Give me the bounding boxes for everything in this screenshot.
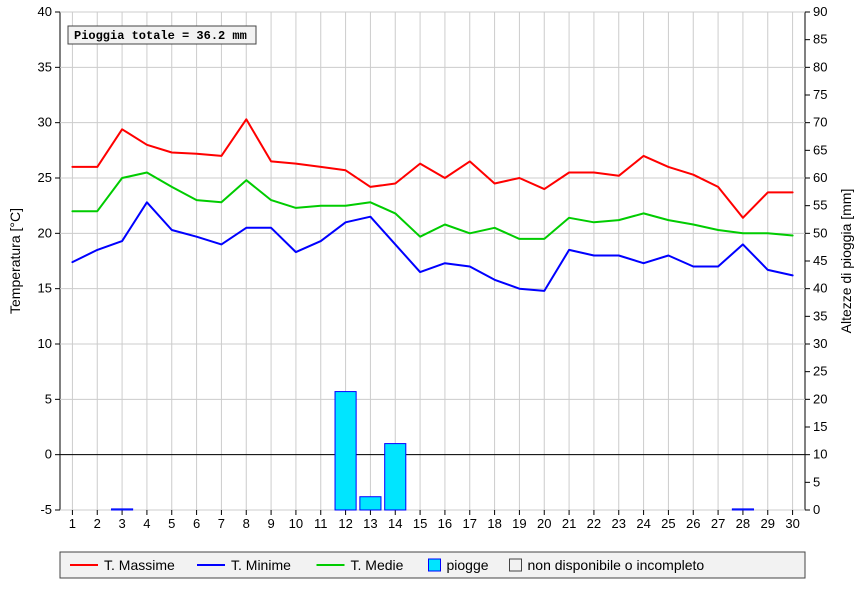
svg-text:2: 2 [94,516,101,531]
svg-text:20: 20 [537,516,551,531]
legend-label: non disponibile o incompleto [528,557,705,573]
svg-text:12: 12 [338,516,352,531]
legend-label: T. Minime [231,557,291,573]
svg-text:0: 0 [813,502,820,517]
svg-text:22: 22 [587,516,601,531]
legend-swatch [510,559,522,571]
svg-text:1: 1 [69,516,76,531]
legend-swatch [429,559,441,571]
svg-text:85: 85 [813,32,827,47]
svg-text:35: 35 [38,59,52,74]
svg-text:20: 20 [813,391,827,406]
svg-text:-5: -5 [40,502,52,517]
left-axis-title: Temperatura [°C] [7,208,23,314]
svg-text:65: 65 [813,142,827,157]
svg-text:40: 40 [38,4,52,19]
svg-text:26: 26 [686,516,700,531]
rain-bar [360,497,381,510]
svg-text:20: 20 [38,225,52,240]
svg-text:29: 29 [761,516,775,531]
legend-label: T. Massime [104,557,175,573]
svg-text:5: 5 [168,516,175,531]
weather-chart: -505101520253035400510152025303540455055… [0,0,865,600]
svg-text:17: 17 [463,516,477,531]
svg-text:9: 9 [267,516,274,531]
svg-text:23: 23 [612,516,626,531]
svg-text:15: 15 [413,516,427,531]
svg-text:50: 50 [813,225,827,240]
svg-text:28: 28 [736,516,750,531]
svg-text:30: 30 [785,516,799,531]
svg-text:60: 60 [813,170,827,185]
svg-text:10: 10 [289,516,303,531]
svg-text:35: 35 [813,308,827,323]
svg-text:25: 25 [661,516,675,531]
svg-text:70: 70 [813,115,827,130]
rain-bar [385,444,406,510]
rain-bar [732,509,753,510]
svg-text:15: 15 [813,419,827,434]
rain-bar [112,509,133,510]
svg-text:0: 0 [45,447,52,462]
svg-text:7: 7 [218,516,225,531]
svg-text:25: 25 [813,364,827,379]
svg-text:10: 10 [813,447,827,462]
svg-text:45: 45 [813,253,827,268]
right-axis-title: Altezze di pioggia [mm] [838,189,854,334]
info-box-text: Pioggia totale = 36.2 mm [74,29,247,43]
svg-text:40: 40 [813,281,827,296]
svg-text:19: 19 [512,516,526,531]
svg-text:8: 8 [243,516,250,531]
svg-text:5: 5 [45,391,52,406]
svg-text:13: 13 [363,516,377,531]
rain-bar [335,392,356,510]
svg-text:18: 18 [487,516,501,531]
svg-text:24: 24 [636,516,650,531]
svg-text:15: 15 [38,281,52,296]
svg-text:25: 25 [38,170,52,185]
svg-text:30: 30 [38,115,52,130]
svg-text:21: 21 [562,516,576,531]
svg-text:80: 80 [813,59,827,74]
svg-text:14: 14 [388,516,402,531]
svg-text:27: 27 [711,516,725,531]
svg-text:90: 90 [813,4,827,19]
svg-text:30: 30 [813,336,827,351]
svg-text:10: 10 [38,336,52,351]
legend-label: T. Medie [351,557,404,573]
svg-text:11: 11 [314,516,328,531]
chart-svg: -505101520253035400510152025303540455055… [0,0,865,600]
legend-label: piogge [447,557,489,573]
svg-text:4: 4 [143,516,150,531]
svg-text:55: 55 [813,198,827,213]
svg-text:3: 3 [118,516,125,531]
svg-text:75: 75 [813,87,827,102]
svg-text:6: 6 [193,516,200,531]
svg-text:16: 16 [438,516,452,531]
svg-text:5: 5 [813,474,820,489]
